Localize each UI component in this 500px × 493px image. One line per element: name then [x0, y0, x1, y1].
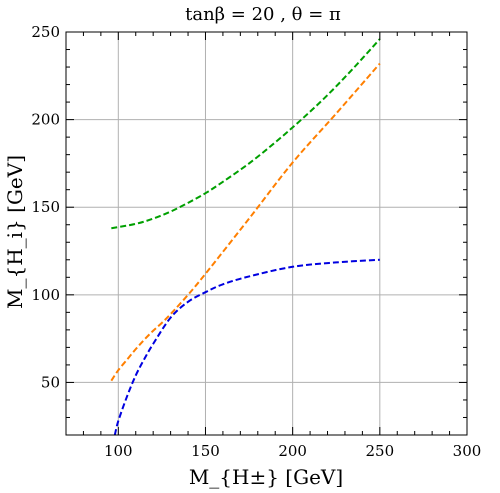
y-tick-label: 100 [31, 286, 60, 304]
ticks [66, 32, 467, 435]
series-line-2 [110, 62, 381, 382]
chart-title: tanβ = 20 , θ = π [185, 4, 341, 25]
x-tick-label: 150 [191, 442, 220, 460]
series-line-3 [113, 258, 380, 436]
x-tick-label: 200 [278, 442, 307, 460]
grid [66, 32, 467, 435]
y-tick-label: 200 [31, 111, 60, 129]
x-axis-label: M_{H±} [GeV] [189, 465, 343, 489]
series-group [110, 38, 381, 436]
x-tick-label: 250 [366, 442, 395, 460]
y-axis-label: M_{H_i} [GeV] [3, 155, 27, 309]
x-tick-label: 100 [104, 442, 133, 460]
tick-labels: 100 150 200 250 300 50 100 150 200 250 [31, 23, 481, 460]
y-tick-label: 150 [31, 198, 60, 216]
y-tick-label: 250 [31, 23, 60, 41]
y-tick-label: 50 [41, 373, 60, 391]
x-tick-label: 300 [453, 442, 482, 460]
plot-frame [65, 31, 468, 436]
series-line-1 [111, 38, 381, 230]
